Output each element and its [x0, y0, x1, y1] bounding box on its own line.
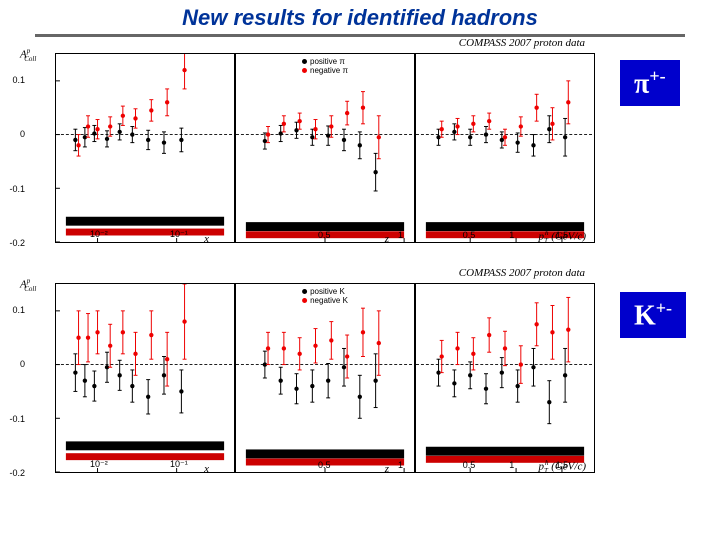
pi-label: π+-	[620, 60, 680, 106]
chart-row-pi: COMPASS 2007 proton datapreliminaryApCol…	[5, 37, 605, 267]
panel-z: positive πnegative π 0.5 1z	[235, 53, 415, 243]
x-tick: 1	[398, 230, 403, 240]
K-label: K+-	[620, 292, 686, 338]
panel-container: 10⁻²10⁻¹xpositive Knegative K0.51z0.511.…	[55, 283, 595, 473]
panel-z: positive Knegative K 0.5 1z	[235, 283, 415, 473]
x-tick: 10⁻¹	[170, 459, 188, 470]
y-axis-label: ApColl	[20, 277, 36, 293]
page-title: New results for identified hadrons	[0, 0, 720, 31]
x-tick: 0.5	[463, 460, 476, 470]
y-axis-label: ApColl	[20, 47, 36, 63]
x-axis-label: x	[204, 463, 209, 475]
x-axis-label: pTh (GeV/c)	[539, 229, 586, 245]
x-tick: 10⁻²	[90, 459, 108, 470]
panel-x: 10⁻² 10⁻¹ x	[55, 283, 235, 473]
panel-container: 10⁻²10⁻¹xpositive πnegative π0.51z0.511.…	[55, 53, 595, 243]
x-tick: 1	[398, 460, 403, 470]
panel-x: 10⁻² 10⁻¹ x	[55, 53, 235, 243]
x-tick: 1	[509, 460, 514, 470]
panel-p_T^h (GeV/c): 0.511.5pTh (GeV/c)	[415, 283, 595, 473]
data-header: COMPASS 2007 proton data	[459, 267, 585, 279]
chart-row-K: COMPASS 2007 proton datapreliminaryApCol…	[5, 267, 605, 497]
x-tick: 1	[509, 230, 514, 240]
x-tick: 0.5	[318, 460, 331, 470]
legend: positive Knegative K	[302, 287, 348, 305]
x-axis-label: z	[385, 233, 389, 245]
x-axis-label: pTh (GeV/c)	[539, 459, 586, 475]
x-tick: 10⁻¹	[170, 229, 188, 240]
legend: positive πnegative π	[302, 57, 348, 75]
data-header: COMPASS 2007 proton data	[459, 37, 585, 49]
x-axis-label: z	[385, 463, 389, 475]
x-tick: 10⁻²	[90, 229, 108, 240]
panel-p_T^h (GeV/c): 0.511.5pTh (GeV/c)	[415, 53, 595, 243]
x-axis-label: x	[204, 233, 209, 245]
x-tick: 0.5	[463, 230, 476, 240]
x-tick: 0.5	[318, 230, 331, 240]
